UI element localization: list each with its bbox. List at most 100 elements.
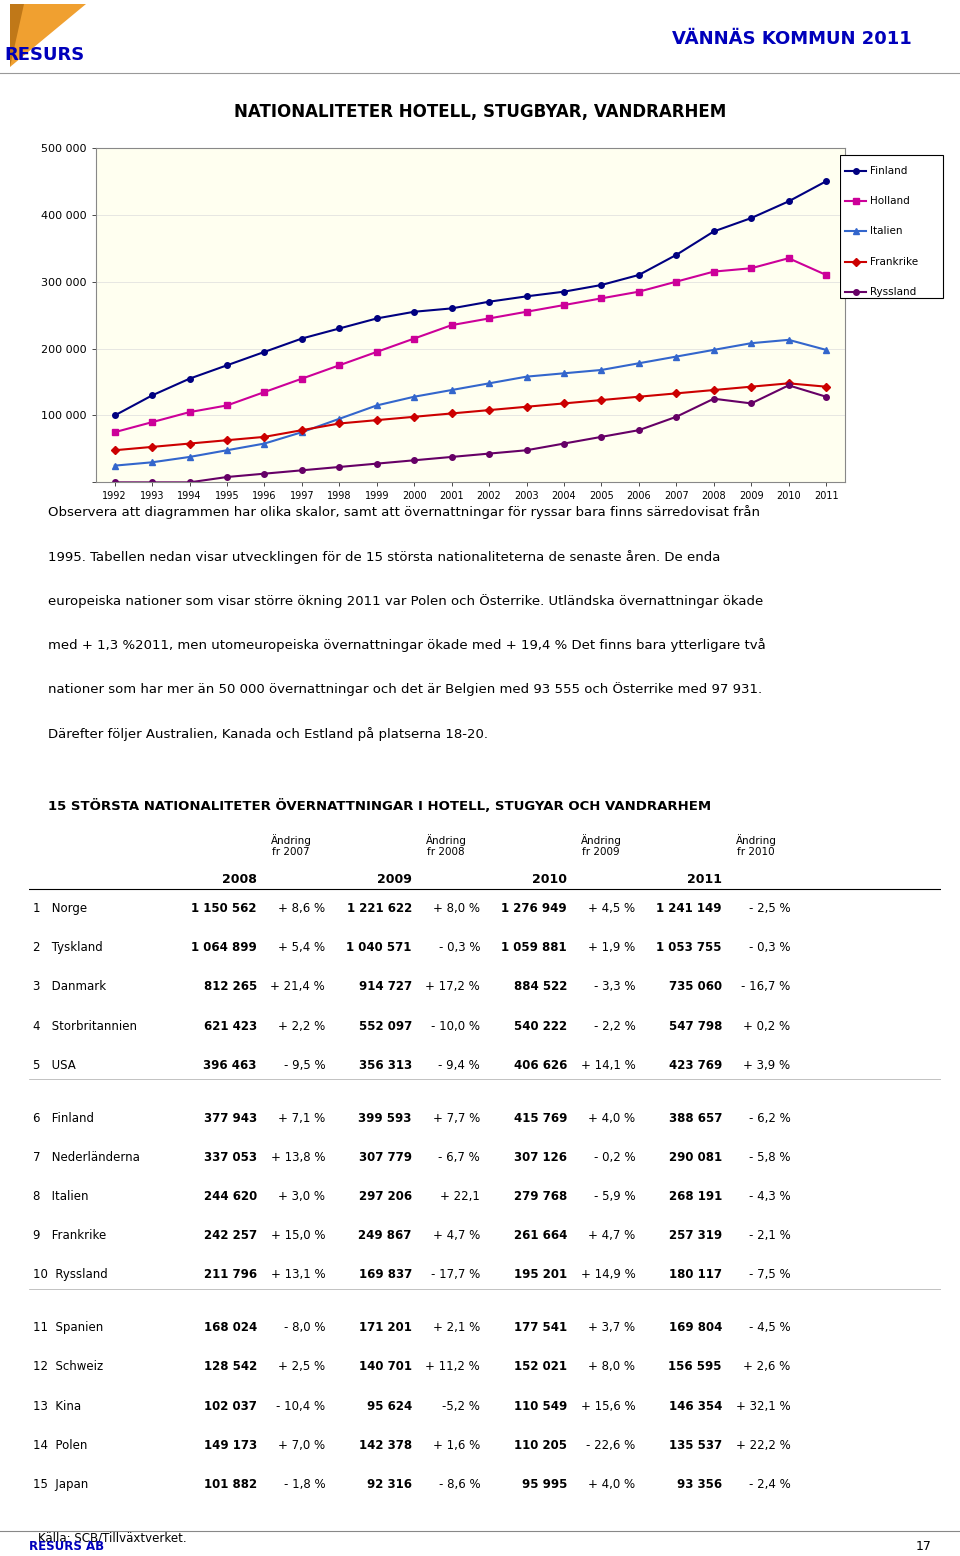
Italien: [184, 448, 196, 467]
Frankrike: [708, 381, 719, 400]
Text: - 6,7 %: - 6,7 %: [439, 1151, 480, 1164]
Text: 169 804: 169 804: [668, 1321, 722, 1333]
Text: + 4,0 %: + 4,0 %: [588, 1478, 636, 1491]
Text: + 7,7 %: + 7,7 %: [433, 1111, 480, 1125]
Text: Källa: SCB/Tillväxtverket.: Källa: SCB/Tillväxtverket.: [38, 1531, 186, 1545]
Frankrike: [221, 431, 232, 450]
Text: 211 796: 211 796: [204, 1268, 257, 1282]
Text: - 2,2 %: - 2,2 %: [593, 1019, 636, 1033]
Italien: [596, 361, 608, 380]
Text: 406 626: 406 626: [514, 1060, 566, 1072]
Italien: [409, 387, 420, 406]
Text: 180 117: 180 117: [669, 1268, 722, 1282]
Text: + 1,9 %: + 1,9 %: [588, 941, 636, 954]
Text: 307 779: 307 779: [359, 1151, 412, 1164]
Text: RESURS AB: RESURS AB: [29, 1540, 104, 1553]
Finland: [483, 293, 494, 311]
Text: + 22,2 %: + 22,2 %: [735, 1439, 790, 1452]
Text: 1 040 571: 1 040 571: [347, 941, 412, 954]
Text: 195 201: 195 201: [514, 1268, 566, 1282]
Text: 290 081: 290 081: [669, 1151, 722, 1164]
Text: + 8,6 %: + 8,6 %: [278, 902, 325, 915]
Line: Ryssland: Ryssland: [112, 383, 828, 485]
Text: 337 053: 337 053: [204, 1151, 257, 1164]
Italien: [372, 397, 383, 415]
Text: + 13,1 %: + 13,1 %: [271, 1268, 325, 1282]
Holland: [782, 249, 794, 268]
Frankrike: [671, 384, 683, 403]
Text: 914 727: 914 727: [359, 980, 412, 993]
Holland: [221, 397, 232, 415]
Ryssland: [446, 448, 458, 467]
Text: + 21,4 %: + 21,4 %: [271, 980, 325, 993]
Text: + 3,7 %: + 3,7 %: [588, 1321, 636, 1333]
Ryssland: [520, 440, 532, 459]
Finland: [559, 282, 570, 300]
Text: + 8,0 %: + 8,0 %: [588, 1360, 636, 1374]
Text: 388 657: 388 657: [668, 1111, 722, 1125]
Finland: [258, 342, 270, 361]
Holland: [745, 258, 756, 277]
Text: 1 221 622: 1 221 622: [347, 902, 412, 915]
Text: 169 837: 169 837: [359, 1268, 412, 1282]
Finland: [221, 356, 232, 375]
Text: + 4,5 %: + 4,5 %: [588, 902, 636, 915]
Text: 110 549: 110 549: [514, 1399, 566, 1413]
Text: + 2,5 %: + 2,5 %: [278, 1360, 325, 1374]
Text: + 3,0 %: + 3,0 %: [278, 1190, 325, 1203]
Finland: [821, 173, 832, 191]
Text: + 2,2 %: + 2,2 %: [278, 1019, 325, 1033]
Ryssland: [745, 394, 756, 412]
Holland: [372, 342, 383, 361]
Text: 110 205: 110 205: [514, 1439, 566, 1452]
Text: 1 059 881: 1 059 881: [501, 941, 566, 954]
Text: 307 126: 307 126: [514, 1151, 566, 1164]
Text: 9   Frankrike: 9 Frankrike: [34, 1229, 107, 1242]
Holland: [559, 296, 570, 314]
Text: 15 STÖRSTA NATIONALITETER ÖVERNATTNINGAR I HOTELL, STUGYAR OCH VANDRARHEM: 15 STÖRSTA NATIONALITETER ÖVERNATTNINGAR…: [48, 800, 711, 812]
Finland: [147, 386, 158, 405]
Text: 812 265: 812 265: [204, 980, 257, 993]
Text: 1 150 562: 1 150 562: [191, 902, 257, 915]
Text: - 6,2 %: - 6,2 %: [749, 1111, 790, 1125]
Frankrike: [596, 391, 608, 409]
FancyBboxPatch shape: [840, 154, 944, 299]
Text: + 15,0 %: + 15,0 %: [271, 1229, 325, 1242]
Frankrike: [409, 408, 420, 426]
Polygon shape: [10, 3, 86, 67]
Text: 396 463: 396 463: [204, 1060, 257, 1072]
Text: 735 060: 735 060: [669, 980, 722, 993]
Frankrike: [782, 373, 794, 392]
Text: 7   Nederländerna: 7 Nederländerna: [34, 1151, 140, 1164]
Text: 142 378: 142 378: [359, 1439, 412, 1452]
Holland: [671, 272, 683, 291]
Text: Holland: Holland: [870, 196, 909, 207]
Text: 423 769: 423 769: [669, 1060, 722, 1072]
Text: 149 173: 149 173: [204, 1439, 257, 1452]
Finland: [409, 302, 420, 321]
Frankrike: [109, 440, 121, 459]
Text: + 17,2 %: + 17,2 %: [425, 980, 480, 993]
Text: - 16,7 %: - 16,7 %: [741, 980, 790, 993]
Frankrike: [258, 428, 270, 447]
Text: 242 257: 242 257: [204, 1229, 257, 1242]
Text: 10  Ryssland: 10 Ryssland: [34, 1268, 108, 1282]
Text: 6   Finland: 6 Finland: [34, 1111, 94, 1125]
Frankrike: [520, 397, 532, 415]
Text: - 0,2 %: - 0,2 %: [593, 1151, 636, 1164]
Finland: [520, 286, 532, 305]
Text: 356 313: 356 313: [359, 1060, 412, 1072]
Text: 261 664: 261 664: [514, 1229, 566, 1242]
Text: + 3,9 %: + 3,9 %: [743, 1060, 790, 1072]
Finland: [446, 299, 458, 317]
Finland: [296, 330, 307, 349]
Text: 297 206: 297 206: [359, 1190, 412, 1203]
Holland: [596, 289, 608, 308]
Holland: [483, 310, 494, 328]
Text: 244 620: 244 620: [204, 1190, 257, 1203]
Text: 257 319: 257 319: [669, 1229, 722, 1242]
Ryssland: [708, 389, 719, 408]
Italien: [671, 347, 683, 366]
Ryssland: [821, 387, 832, 406]
Text: + 11,2 %: + 11,2 %: [425, 1360, 480, 1374]
